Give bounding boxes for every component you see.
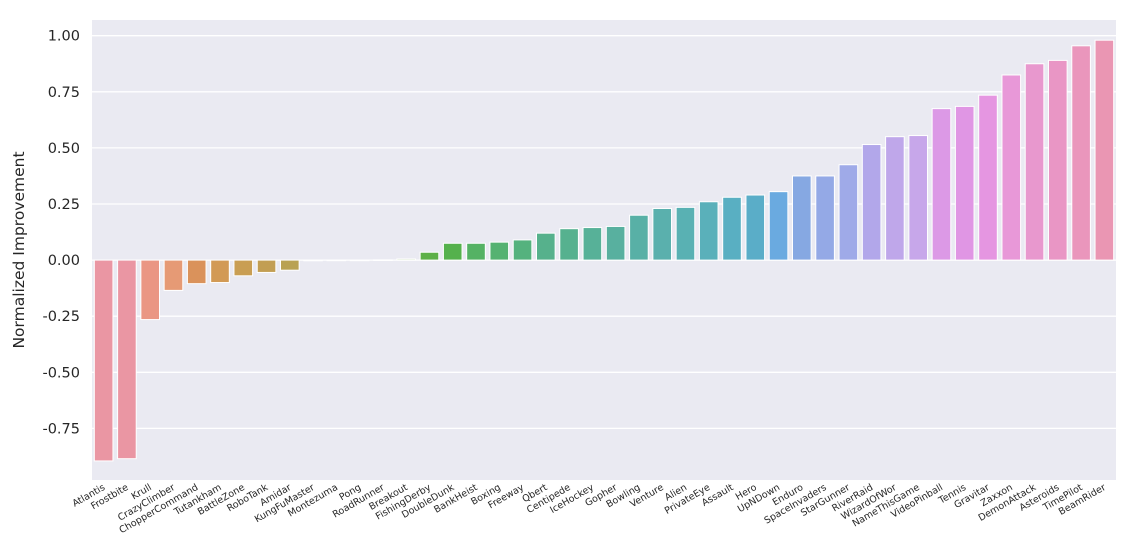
bar: [1001, 74, 1022, 261]
bar: [698, 201, 719, 261]
bar: [954, 105, 975, 261]
y-tick-label: 0.25: [48, 197, 80, 213]
y-tick-label: -0.75: [42, 421, 80, 437]
bar: [140, 259, 160, 321]
bar: [559, 228, 579, 261]
bar: [629, 214, 649, 261]
bar: [722, 196, 742, 261]
bar: [419, 251, 440, 261]
bar: [675, 206, 696, 261]
bar: [233, 259, 254, 277]
bar: [745, 194, 766, 261]
bar: [536, 232, 556, 261]
y-tick-label: -0.50: [42, 365, 80, 381]
bar: [885, 136, 905, 261]
bar: [93, 259, 114, 462]
bar: [605, 225, 626, 261]
bar: [117, 259, 137, 460]
bar: [326, 259, 347, 262]
bar: [978, 94, 998, 261]
bar: [303, 259, 323, 262]
bar: [1071, 45, 1091, 261]
bar: [815, 175, 835, 261]
y-tick-label: -0.25: [42, 309, 80, 325]
bar: [373, 259, 393, 261]
y-axis-title: Normalized Improvement: [10, 151, 28, 348]
y-tick-label: 0.00: [48, 253, 80, 269]
bar: [256, 259, 277, 273]
bars: [93, 39, 1115, 462]
bar: [838, 164, 859, 261]
bar: [652, 207, 672, 261]
bar: [280, 259, 300, 271]
bar: [1048, 59, 1068, 261]
bar: [466, 242, 486, 261]
bar: [186, 259, 207, 285]
bar: [931, 108, 952, 261]
bar: [163, 259, 184, 291]
y-tick-label: 1.00: [48, 29, 80, 45]
bar: [489, 241, 510, 261]
bar: [908, 135, 928, 261]
y-tick-label: 0.50: [48, 141, 80, 157]
bar: [792, 175, 812, 261]
y-axis-ticks: 1.00 0.75 0.50 0.25 0.00 -0.25 -0.50 -0.75: [42, 29, 80, 438]
bar: [349, 259, 370, 262]
bar: [582, 227, 603, 261]
bar: [1024, 63, 1045, 261]
bar: [861, 144, 882, 261]
y-tick-label: 0.75: [48, 85, 80, 101]
bar: [396, 258, 416, 261]
bar: [1094, 39, 1115, 261]
bar: [768, 191, 789, 261]
grid-lines: [92, 35, 1116, 430]
bar: [512, 239, 533, 261]
bar: [210, 259, 230, 284]
bar: [442, 242, 463, 261]
